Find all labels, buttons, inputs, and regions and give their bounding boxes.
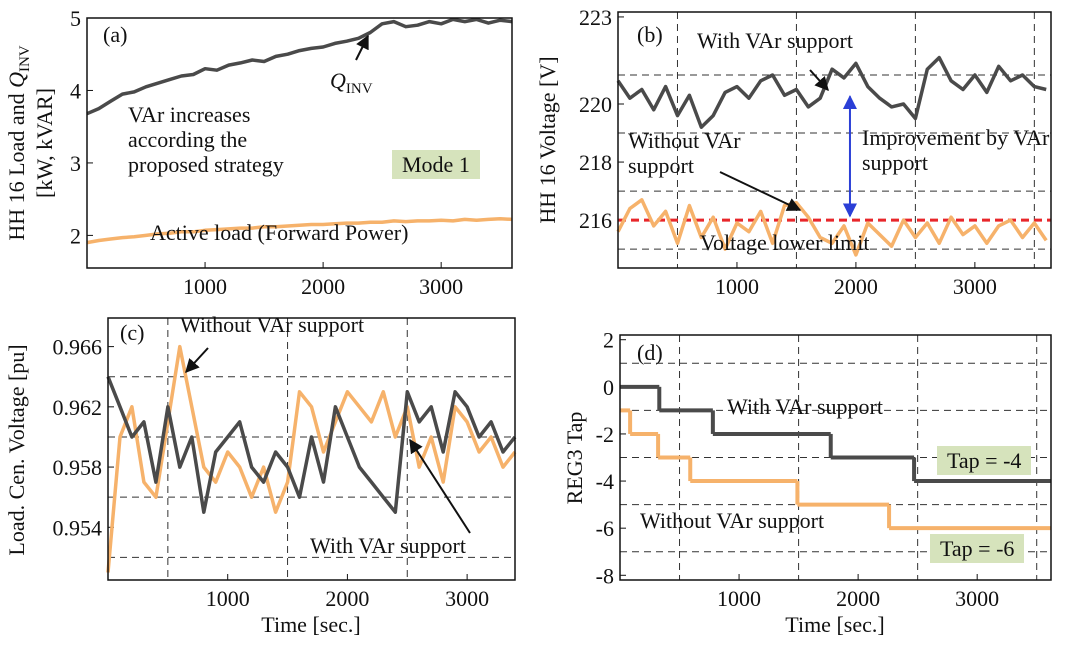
series-label: With VAr support bbox=[310, 533, 466, 558]
x-axis-label: Time [sec.] bbox=[785, 612, 884, 637]
series-line bbox=[86, 216, 513, 245]
y-axis-label: Load. Cen. Voltage [pu] bbox=[4, 344, 29, 555]
x-tick-label: 1000 bbox=[206, 586, 250, 611]
y-tick-label: 223 bbox=[579, 5, 612, 30]
y-tick-label: 218 bbox=[579, 150, 612, 175]
annotation-arrow bbox=[719, 171, 802, 211]
panel-label: (b) bbox=[637, 22, 663, 47]
series-line bbox=[106, 376, 517, 514]
y-axis-label-units: [kW, kVAR] bbox=[32, 88, 57, 198]
x-tick-label: 3000 bbox=[445, 586, 489, 611]
y-axis-label-symbol: Q bbox=[4, 72, 29, 88]
annotation-arrow bbox=[409, 438, 471, 534]
series-line bbox=[86, 17, 513, 116]
series-label: Without VAr support bbox=[640, 508, 825, 533]
tap-label: Tap = -4 bbox=[937, 446, 1032, 475]
y-tick-label: -6 bbox=[596, 516, 614, 541]
annotation: Improvement by VAr support bbox=[862, 125, 1050, 175]
series-label: With VAr support bbox=[727, 394, 883, 419]
reference-label: Voltage lower limit bbox=[700, 230, 870, 255]
series-label: Active load (Forward Power) bbox=[150, 220, 409, 245]
panel-label: (a) bbox=[103, 22, 127, 47]
y-tick-label: 220 bbox=[579, 92, 612, 117]
annotation-arrow bbox=[809, 69, 829, 92]
y-tick-label: 2 bbox=[603, 328, 614, 353]
series-label: With VAr support bbox=[697, 28, 853, 53]
x-tick-label: 2000 bbox=[834, 274, 878, 299]
y-tick-label: 4 bbox=[70, 78, 81, 103]
x-axis-label: Time [sec.] bbox=[261, 612, 360, 637]
y-tick-label: -8 bbox=[596, 563, 614, 588]
annotation-arrow bbox=[355, 34, 369, 61]
x-tick-label: 2000 bbox=[301, 274, 345, 299]
panel-label: (d) bbox=[637, 340, 663, 365]
series-line bbox=[616, 55, 1047, 129]
y-tick-label: 0 bbox=[603, 375, 614, 400]
y-tick-label: 0.958 bbox=[53, 455, 103, 480]
y-axis-label: HH 16 Voltage [V] bbox=[535, 56, 560, 223]
y-tick-label: 0.954 bbox=[53, 515, 103, 540]
y-axis-label-text: HH 16 Load and bbox=[4, 88, 29, 241]
x-tick-label: 2000 bbox=[325, 586, 369, 611]
x-tick-label: 1000 bbox=[183, 274, 227, 299]
plot-frame bbox=[619, 334, 1052, 581]
mode-label: Mode 1 bbox=[392, 150, 480, 179]
annotation: VAr increases according the proposed str… bbox=[128, 102, 284, 177]
y-tick-label: 0.962 bbox=[53, 395, 103, 420]
series-label: QINV bbox=[330, 68, 373, 97]
x-tick-label: 1000 bbox=[715, 274, 759, 299]
plot-frame bbox=[107, 317, 516, 581]
plot-frame bbox=[617, 11, 1052, 269]
x-tick-label: 2000 bbox=[836, 586, 880, 611]
tap-label: Tap = -6 bbox=[930, 534, 1025, 563]
x-tick-label: 3000 bbox=[419, 274, 463, 299]
y-axis-label: HH 16 Load and QINV bbox=[4, 45, 33, 240]
series-label-symbol: Q bbox=[330, 68, 346, 93]
panel: 0.954 0.958 0.962 0.966 1000 2000 3000 (c) Load.… bbox=[4, 317, 517, 637]
series-line bbox=[106, 344, 517, 573]
annotation-arrow bbox=[185, 347, 209, 374]
y-tick-label: 216 bbox=[579, 208, 612, 233]
y-tick-label: -4 bbox=[596, 469, 614, 494]
y-tick-label: -2 bbox=[596, 422, 614, 447]
series-line bbox=[616, 198, 1048, 257]
y-tick-label: 3 bbox=[70, 151, 81, 176]
x-tick-label: 1000 bbox=[717, 586, 761, 611]
panel-label: (c) bbox=[120, 320, 144, 345]
y-tick-label: 5 bbox=[70, 6, 81, 31]
series-label-subscript: INV bbox=[346, 81, 373, 97]
series-label: Without VAr support bbox=[628, 128, 741, 178]
y-tick-label: 0.966 bbox=[53, 335, 103, 360]
y-axis-label: REG3 Tap bbox=[562, 412, 587, 505]
y-tick-label: 2 bbox=[70, 223, 81, 248]
plot-frame bbox=[86, 17, 513, 269]
panel: -8 -6 -4 -2 0 2 1000 2000 3000 (d) REG3 Tap Time [s… bbox=[562, 328, 1052, 637]
panel: 216 218 220 223 1000 2000 3000 (b) HH 16 Voltage… bbox=[535, 5, 1052, 299]
x-tick-label: 3000 bbox=[955, 586, 999, 611]
y-axis-label-subscript: INV bbox=[17, 45, 33, 72]
x-tick-label: 3000 bbox=[953, 274, 997, 299]
series-label: Without VAr support bbox=[180, 312, 365, 337]
